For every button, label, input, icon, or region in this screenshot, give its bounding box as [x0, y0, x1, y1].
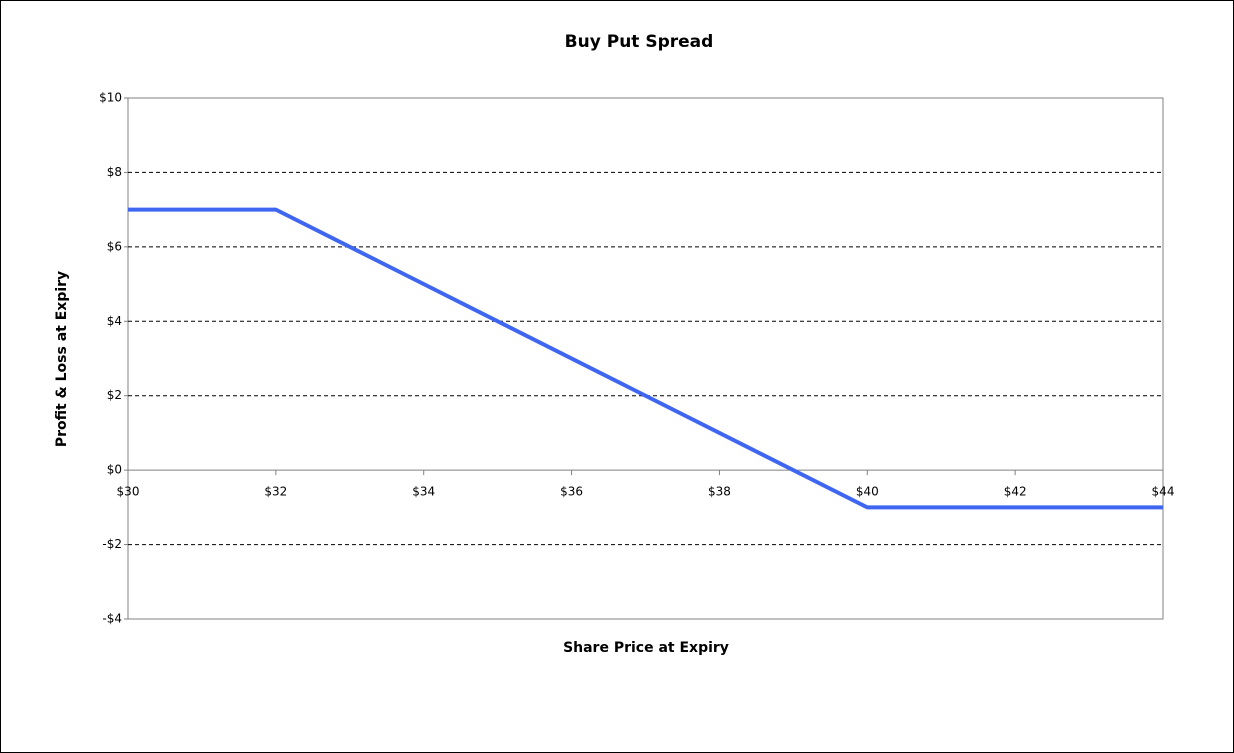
- y-tick-label: $4: [107, 314, 122, 328]
- y-tick-label: -$4: [102, 612, 122, 626]
- plot-area: [127, 97, 1164, 620]
- x-axis-label: Share Price at Expiry: [563, 640, 729, 656]
- x-tick-label: $34: [412, 485, 435, 499]
- x-tick-label: $38: [708, 485, 731, 499]
- y-tick-label: -$2: [102, 537, 122, 551]
- y-axis-label: Profit & Loss at Expiry: [54, 271, 70, 447]
- x-tick-label: $30: [117, 485, 140, 499]
- x-tick-label: $36: [560, 485, 583, 499]
- x-tick-label: $44: [1152, 485, 1175, 499]
- y-tick-label: $8: [107, 165, 122, 179]
- chart-title: Buy Put Spread: [565, 32, 714, 52]
- data-line: [128, 207, 1163, 510]
- y-tick-label: $10: [99, 91, 122, 105]
- x-tick-label: $42: [1004, 485, 1027, 499]
- x-tick-label: $32: [264, 485, 287, 499]
- y-tick-label: $2: [107, 388, 122, 402]
- y-tick-label: $0: [107, 463, 122, 477]
- x-tick-label: $40: [856, 485, 879, 499]
- y-tick-label: $6: [107, 239, 122, 253]
